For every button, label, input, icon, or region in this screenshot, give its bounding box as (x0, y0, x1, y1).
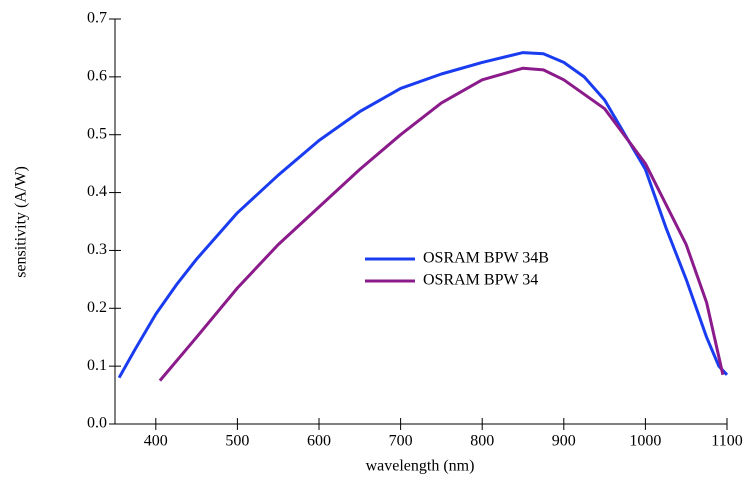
x-tick-label: 900 (552, 433, 576, 450)
legend-label: OSRAM BPW 34 (423, 272, 538, 289)
x-tick-label: 500 (225, 433, 249, 450)
x-tick-label: 700 (389, 433, 413, 450)
series-line (158, 66, 725, 382)
y-tick-label: 0.0 (87, 415, 107, 432)
y-tick-label: 0.4 (87, 183, 107, 200)
x-axis-label: wavelength (nm) (366, 458, 475, 475)
x-tick-label: 400 (144, 433, 168, 450)
y-tick-label: 0.5 (87, 125, 107, 142)
y-tick-label: 0.6 (87, 68, 107, 85)
series-line (117, 51, 729, 379)
y-tick-label: 0.3 (87, 241, 107, 258)
y-axis-label: sensitivity (A/W) (13, 166, 30, 278)
y-tick-label: 0.2 (87, 299, 107, 316)
x-tick-label: 800 (470, 433, 494, 450)
x-tick-label: 1100 (711, 433, 742, 450)
y-tick-label: 0.1 (87, 357, 107, 374)
legend-label: OSRAM BPW 34B (423, 250, 549, 267)
x-tick-label: 600 (307, 433, 331, 450)
y-tick-label: 0.7 (87, 10, 107, 27)
x-tick-label: 1000 (629, 433, 661, 450)
